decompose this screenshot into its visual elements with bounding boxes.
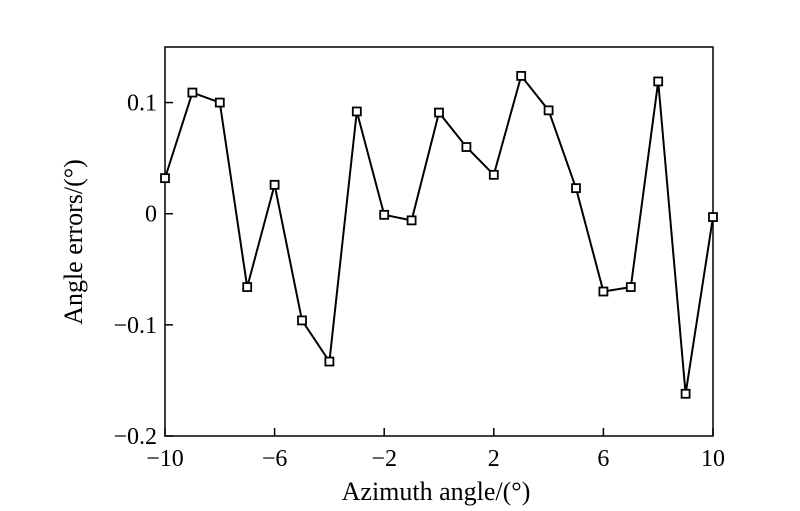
- data-point-marker: [571, 183, 581, 194]
- data-markers: [160, 70, 718, 399]
- x-axis: −10 −6 −2 2 6 10: [146, 428, 725, 472]
- data-point-marker: [598, 286, 609, 297]
- y-tick-label: 0.1: [127, 91, 157, 117]
- x-tick-label: 10: [701, 446, 725, 472]
- data-point-marker: [461, 142, 472, 152]
- x-tick-label: 2: [488, 446, 500, 472]
- series-line: [164, 73, 714, 394]
- y-axis-title: Angle errors/(°): [59, 159, 88, 325]
- data-point-marker: [214, 97, 225, 108]
- data-point-marker: [488, 169, 499, 180]
- data-point-marker: [379, 209, 390, 220]
- x-axis-title: Azimuth angle/(°): [342, 477, 531, 506]
- x-tick-label: 6: [597, 446, 609, 472]
- y-tick-label: 0: [145, 202, 157, 228]
- data-point-marker: [516, 70, 527, 81]
- data-point-marker: [680, 388, 691, 399]
- y-axis: −0.2 −0.1 0 0.1: [113, 91, 173, 450]
- data-point-marker: [242, 282, 253, 292]
- data-point-marker: [160, 173, 170, 184]
- data-point-marker: [406, 215, 417, 226]
- data-point-marker: [434, 107, 444, 118]
- data-point-marker: [187, 87, 198, 98]
- data-point-marker: [297, 315, 307, 326]
- data-point-marker: [543, 105, 554, 116]
- y-tick-label: −0.2: [113, 424, 157, 450]
- data-point-marker: [351, 106, 362, 117]
- plot-frame: [164, 46, 714, 437]
- data-point-marker: [653, 76, 664, 87]
- y-tick-label: −0.1: [113, 313, 157, 339]
- data-point-marker: [625, 282, 636, 292]
- x-tick-label: −2: [371, 446, 397, 472]
- data-point-marker: [269, 179, 280, 190]
- x-tick-label: −10: [146, 446, 184, 472]
- x-tick-label: −6: [262, 446, 288, 472]
- data-point-marker: [708, 212, 718, 222]
- data-point-marker: [324, 356, 335, 367]
